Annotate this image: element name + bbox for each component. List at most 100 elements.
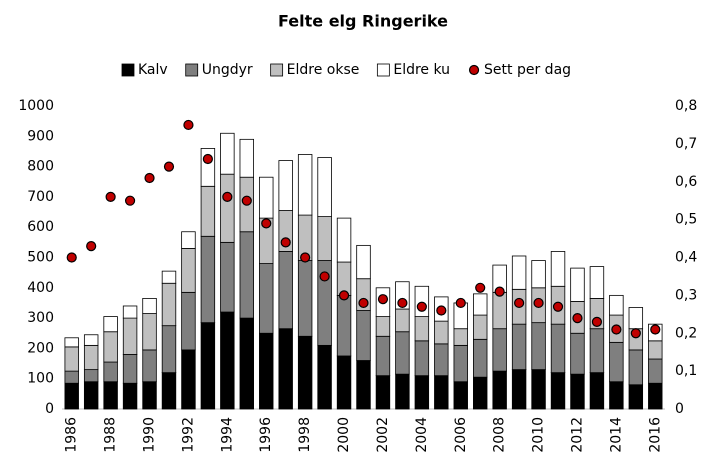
bar-segment [259, 176, 274, 219]
bar-segment [473, 376, 488, 410]
bar-segment [589, 372, 605, 410]
bar-segment [473, 293, 488, 316]
bar-segment [259, 263, 274, 334]
x-tick-label: 2014 [608, 417, 624, 453]
dot [163, 161, 175, 172]
y-tick-label: 900 [27, 128, 54, 144]
x-tick-label: 1986 [64, 417, 80, 453]
bar-segment [414, 375, 430, 410]
bar-segment [550, 323, 566, 374]
bar-segment [278, 160, 293, 211]
x-tick-label: 1996 [258, 417, 274, 453]
bar-segment [492, 370, 507, 410]
y-tick-label: 800 [27, 159, 54, 175]
dot [514, 297, 525, 309]
legend-label: Kalv [138, 62, 168, 78]
y-tick-label: 700 [27, 189, 54, 205]
dot [377, 294, 389, 305]
bar-segment [453, 328, 468, 346]
bar-segment [200, 185, 216, 237]
bar-segment [64, 370, 79, 384]
bar-segment [161, 325, 177, 374]
bar-segment [453, 381, 468, 410]
x-tick-label: 1992 [180, 417, 196, 453]
dot [124, 195, 136, 206]
bar-segment [648, 382, 663, 410]
dot [591, 316, 603, 327]
y2-tick-label: 0,7 [675, 136, 697, 152]
bar-segment [317, 344, 332, 410]
dot [630, 328, 641, 339]
bar-segment [239, 231, 254, 319]
y-tick-label: 600 [27, 219, 54, 235]
bar-segment [83, 344, 99, 371]
legend-label: Sett per dag [484, 62, 571, 78]
bar-segment [473, 314, 488, 340]
dot [261, 218, 272, 229]
legend-marker [270, 63, 284, 77]
bar-segment [531, 322, 546, 371]
dot [338, 290, 350, 301]
bar-segment [297, 260, 313, 337]
bar-segment [181, 248, 196, 293]
y2-tick-label: 0,4 [675, 250, 697, 266]
bar-segment [336, 294, 352, 357]
y2-tick-label: 0,2 [675, 325, 697, 341]
y2-tick-label: 0,5 [675, 212, 697, 228]
legend-marker [121, 63, 135, 77]
dot [552, 301, 564, 312]
dot [86, 241, 97, 252]
bar-segment [414, 340, 430, 377]
bar-segment [142, 349, 157, 383]
bar-segment [648, 358, 663, 384]
dot [455, 297, 466, 309]
dot [416, 301, 427, 312]
legend-label: Eldre ku [393, 62, 450, 78]
bar-segment [103, 361, 118, 383]
dot [183, 119, 194, 131]
bar-segment [356, 244, 371, 280]
bar-segment [628, 349, 644, 386]
bar-segment [297, 154, 313, 216]
y2-tick-label: 0,1 [675, 363, 697, 379]
bar-segment [453, 344, 468, 383]
dot [358, 297, 369, 309]
bar-segment [375, 375, 391, 410]
bar-segment [375, 316, 391, 337]
dot [572, 313, 583, 324]
bar-segment [317, 216, 332, 261]
dot [241, 195, 252, 206]
bar-segment [278, 328, 293, 410]
bar-segment [550, 251, 566, 287]
bar-segment [239, 138, 254, 178]
bar-segment [609, 294, 624, 316]
bar-segment [142, 381, 157, 410]
x-tick-label: 1990 [142, 417, 158, 453]
legend-marker [468, 64, 480, 76]
dot [144, 172, 155, 184]
y2-tick-label: 0,6 [675, 174, 697, 190]
y-tick-label: 0 [45, 401, 54, 417]
dot [280, 237, 291, 248]
bar-segment [297, 335, 313, 410]
bar-segment [64, 337, 79, 348]
bar-segment [220, 241, 235, 313]
bar-segment [356, 310, 371, 361]
dot [105, 191, 116, 202]
bar-segment [473, 338, 488, 378]
bar-segment [356, 360, 371, 410]
bar-segment [531, 369, 546, 410]
bar-segment [200, 322, 216, 410]
bar-segment [609, 341, 624, 383]
dot [494, 286, 505, 297]
x-tick-label: 1998 [297, 417, 313, 453]
dot [222, 191, 233, 202]
bar-segment [375, 335, 391, 377]
x-tick-label: 2004 [414, 417, 430, 453]
bar-segment [278, 251, 293, 330]
bar-segment [103, 331, 118, 363]
bar-segment [122, 305, 138, 319]
bar-segment [609, 381, 624, 410]
bar-segment [103, 316, 118, 333]
bar-segment [220, 173, 235, 243]
